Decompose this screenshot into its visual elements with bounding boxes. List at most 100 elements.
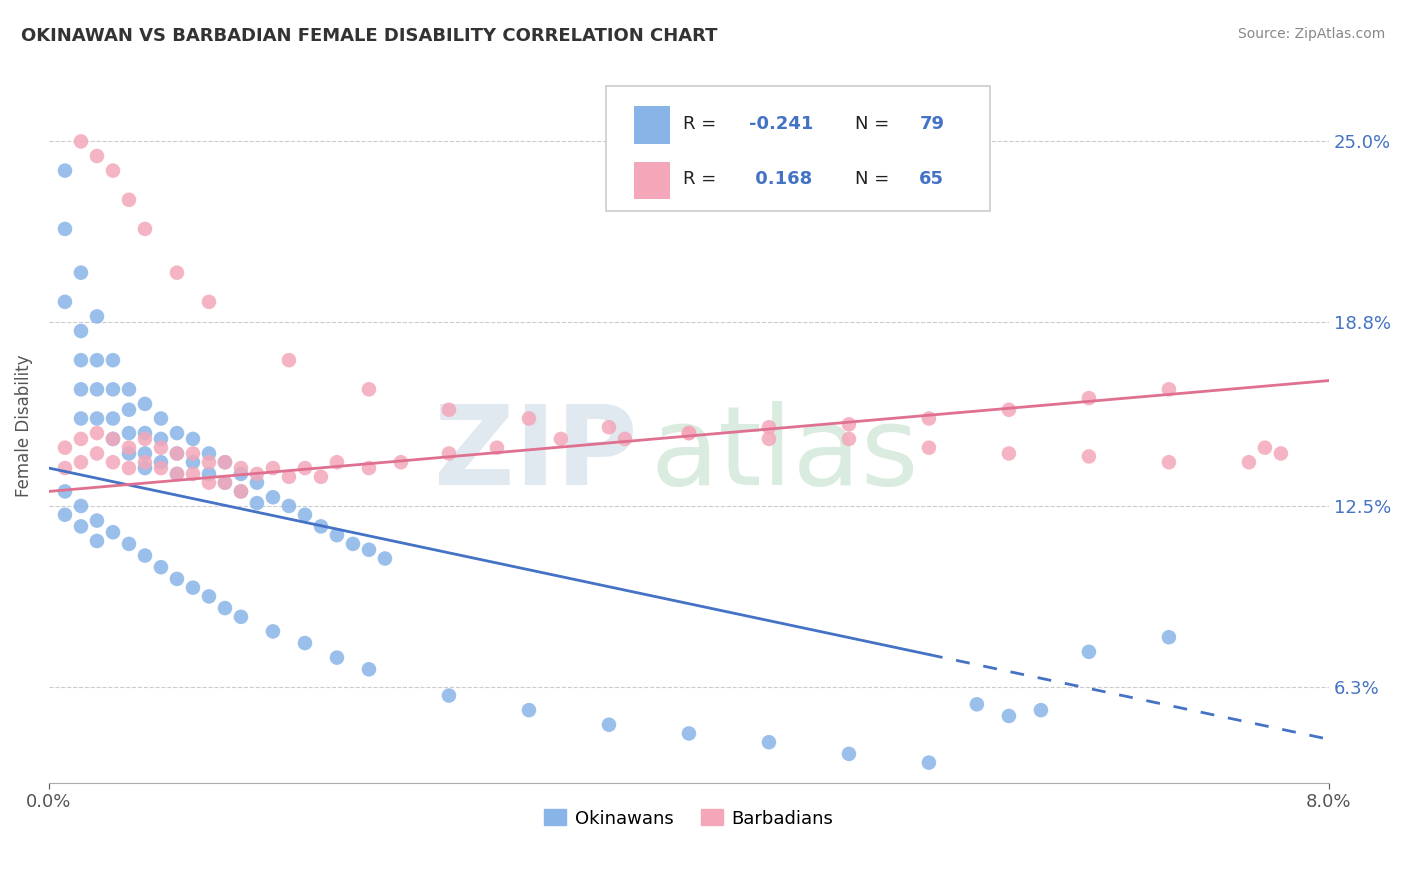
- Point: [1157, 630, 1180, 644]
- Text: N =: N =: [855, 170, 896, 188]
- Point: [389, 455, 412, 469]
- Point: [70, 324, 93, 338]
- Point: [70, 353, 93, 368]
- Point: [198, 446, 221, 460]
- Point: [229, 609, 252, 624]
- Point: [998, 709, 1021, 723]
- Point: [86, 446, 108, 460]
- Point: [166, 446, 188, 460]
- Point: [1157, 382, 1180, 396]
- Point: [517, 703, 540, 717]
- Point: [309, 519, 332, 533]
- Point: [118, 461, 141, 475]
- Point: [166, 467, 188, 481]
- Point: [246, 467, 269, 481]
- Point: [437, 402, 460, 417]
- Point: [1077, 391, 1099, 405]
- Point: [181, 581, 204, 595]
- Y-axis label: Female Disability: Female Disability: [15, 354, 32, 497]
- Point: [198, 455, 221, 469]
- Point: [758, 735, 780, 749]
- Point: [1270, 446, 1292, 460]
- Point: [598, 717, 620, 731]
- Point: [134, 397, 156, 411]
- Point: [966, 698, 988, 712]
- Point: [198, 590, 221, 604]
- Point: [357, 382, 380, 396]
- Point: [437, 446, 460, 460]
- Point: [149, 461, 172, 475]
- Point: [53, 163, 76, 178]
- Point: [485, 441, 508, 455]
- Point: [1237, 455, 1260, 469]
- Text: 0.168: 0.168: [749, 170, 813, 188]
- Point: [918, 411, 941, 425]
- Point: [181, 467, 204, 481]
- Point: [198, 475, 221, 490]
- Point: [181, 432, 204, 446]
- Point: [86, 514, 108, 528]
- Point: [166, 467, 188, 481]
- Point: [294, 461, 316, 475]
- Point: [134, 432, 156, 446]
- Point: [198, 294, 221, 309]
- Point: [134, 446, 156, 460]
- Point: [278, 499, 301, 513]
- Point: [86, 382, 108, 396]
- Point: [118, 382, 141, 396]
- Point: [229, 467, 252, 481]
- Point: [118, 426, 141, 441]
- Point: [134, 426, 156, 441]
- Point: [357, 662, 380, 676]
- Point: [678, 426, 700, 441]
- Point: [149, 411, 172, 425]
- Point: [149, 560, 172, 574]
- Point: [838, 747, 860, 761]
- Point: [214, 455, 236, 469]
- Point: [101, 163, 124, 178]
- Point: [246, 475, 269, 490]
- Point: [998, 402, 1021, 417]
- Point: [149, 441, 172, 455]
- Point: [309, 470, 332, 484]
- Point: [70, 499, 93, 513]
- Point: [118, 446, 141, 460]
- Text: N =: N =: [855, 114, 896, 133]
- Point: [918, 441, 941, 455]
- Point: [86, 149, 108, 163]
- Legend: Okinawans, Barbadians: Okinawans, Barbadians: [537, 802, 841, 835]
- Point: [166, 426, 188, 441]
- Point: [918, 756, 941, 770]
- Point: [86, 411, 108, 425]
- Point: [262, 490, 284, 504]
- Point: [278, 353, 301, 368]
- Point: [118, 441, 141, 455]
- Point: [198, 467, 221, 481]
- Point: [437, 689, 460, 703]
- Point: [678, 426, 700, 441]
- Point: [101, 432, 124, 446]
- Point: [342, 537, 364, 551]
- Point: [214, 601, 236, 615]
- Point: [70, 519, 93, 533]
- Point: [70, 135, 93, 149]
- Point: [1157, 455, 1180, 469]
- Point: [517, 411, 540, 425]
- Point: [214, 475, 236, 490]
- Point: [134, 461, 156, 475]
- Point: [181, 455, 204, 469]
- Point: [374, 551, 396, 566]
- Point: [53, 461, 76, 475]
- Point: [53, 222, 76, 236]
- Point: [214, 475, 236, 490]
- Point: [118, 537, 141, 551]
- Text: atlas: atlas: [651, 401, 920, 508]
- Point: [1077, 450, 1099, 464]
- Point: [229, 461, 252, 475]
- Point: [613, 432, 636, 446]
- Point: [86, 426, 108, 441]
- Point: [101, 432, 124, 446]
- Point: [262, 624, 284, 639]
- Point: [678, 726, 700, 740]
- Point: [70, 432, 93, 446]
